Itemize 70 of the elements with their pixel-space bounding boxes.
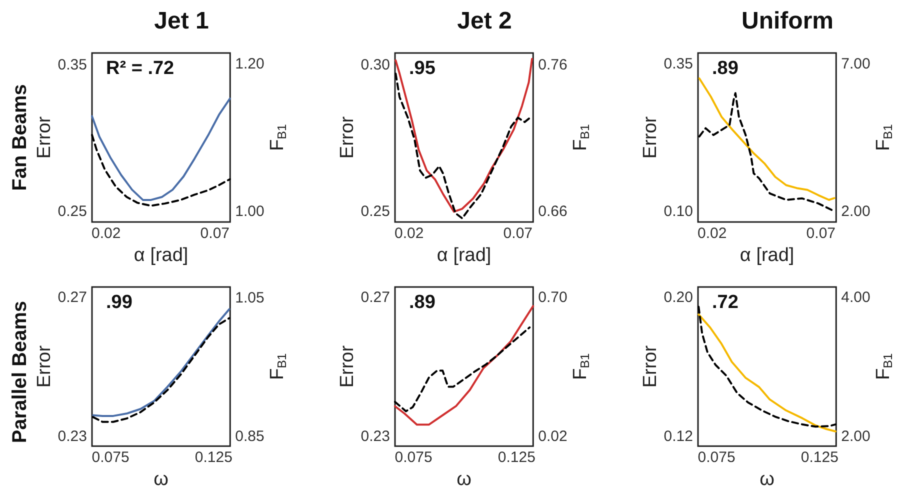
x-axis-title: ω — [760, 469, 775, 490]
x-tick-label: 0.125 — [194, 449, 232, 466]
line-series — [698, 92, 833, 211]
y-tick-label: 0.23 — [58, 428, 87, 445]
x-tick-label: 0.02 — [394, 225, 424, 242]
y-tick-label: 0.25 — [360, 203, 390, 220]
y2-tick-label: 1.05 — [235, 290, 264, 307]
annotation: .95 — [409, 58, 436, 79]
y-axis-title: Error — [336, 344, 358, 388]
y2-tick-label: 2.00 — [841, 428, 870, 445]
x-axis-title: ω — [154, 469, 169, 490]
x-tick-label: 0.125 — [498, 449, 536, 466]
y2-axis-title: FB1 — [570, 124, 592, 151]
y2-tick-label: 4.00 — [841, 288, 870, 306]
annotation: .72 — [712, 292, 738, 313]
y2-tick-label: 1.20 — [235, 56, 264, 73]
y2-axis-title: FB1 — [873, 353, 895, 380]
line-series — [91, 98, 231, 201]
x-tick-label: 0.07 — [503, 225, 533, 242]
line-series — [91, 134, 231, 207]
y-tick-label: 0.23 — [360, 428, 390, 445]
y-axis-title: Error — [640, 344, 661, 388]
chart-title: Uniform — [742, 8, 834, 34]
x-tick-label: 0.075 — [698, 449, 736, 466]
y2-tick-label: 0.76 — [538, 56, 568, 74]
y-axis-title: Error — [34, 344, 55, 388]
y-tick-label: 0.30 — [360, 56, 390, 74]
y2-tick-label: 0.66 — [538, 203, 568, 220]
annotation: .99 — [106, 292, 132, 313]
y-axis-title: Error — [34, 116, 55, 159]
y2-tick-label: 0.70 — [538, 289, 568, 306]
text: Parallel Beams — [9, 300, 31, 444]
y2-axis-title: FB1 — [267, 353, 289, 380]
y-tick-label: 0.25 — [58, 203, 87, 220]
line-series — [698, 77, 836, 201]
y2-axis-title: FB1 — [570, 353, 592, 380]
annotation: .89 — [409, 292, 436, 313]
x-axis-title: ω — [456, 469, 472, 490]
y2-tick-label: 0.02 — [538, 428, 568, 445]
x-tick-label: 0.125 — [800, 449, 838, 466]
y-tick-label: 0.10 — [664, 203, 693, 220]
x-tick-label: 0.02 — [92, 225, 121, 242]
y-tick-label: 0.27 — [360, 289, 390, 306]
y-tick-label: 0.35 — [58, 56, 87, 74]
y2-tick-label: 1.00 — [235, 203, 264, 220]
chart-title: Jet 2 — [457, 8, 512, 34]
y2-tick-label: 7.00 — [841, 56, 870, 73]
y2-axis-title: FB1 — [873, 124, 895, 151]
y-tick-label: 0.27 — [58, 289, 87, 306]
y2-tick-label: 0.85 — [235, 428, 264, 445]
x-tick-label: 0.07 — [806, 225, 836, 242]
x-tick-label: 0.07 — [200, 225, 230, 242]
x-tick-label: 0.02 — [698, 225, 727, 242]
x-axis-title: α [rad] — [134, 244, 188, 266]
x-tick-label: 0.075 — [92, 449, 130, 466]
chart-title: Jet 1 — [154, 8, 209, 34]
x-axis-title: α [rad] — [436, 244, 492, 266]
x-axis-title: α [rad] — [740, 244, 794, 266]
text: Fan Beams — [9, 84, 31, 191]
x-tick-label: 0.075 — [394, 449, 432, 466]
y-axis-title: Error — [336, 116, 358, 159]
y-tick-label: 0.35 — [664, 56, 693, 73]
y-tick-label: 0.20 — [664, 289, 693, 306]
y-tick-label: 0.12 — [664, 428, 693, 445]
y2-tick-label: 2.00 — [841, 203, 870, 220]
line-series — [394, 326, 531, 412]
y2-axis-title: FB1 — [267, 124, 289, 151]
annotation: R² = .72 — [106, 58, 174, 79]
y-axis-title: Error — [640, 116, 661, 159]
annotation: .89 — [712, 58, 738, 79]
